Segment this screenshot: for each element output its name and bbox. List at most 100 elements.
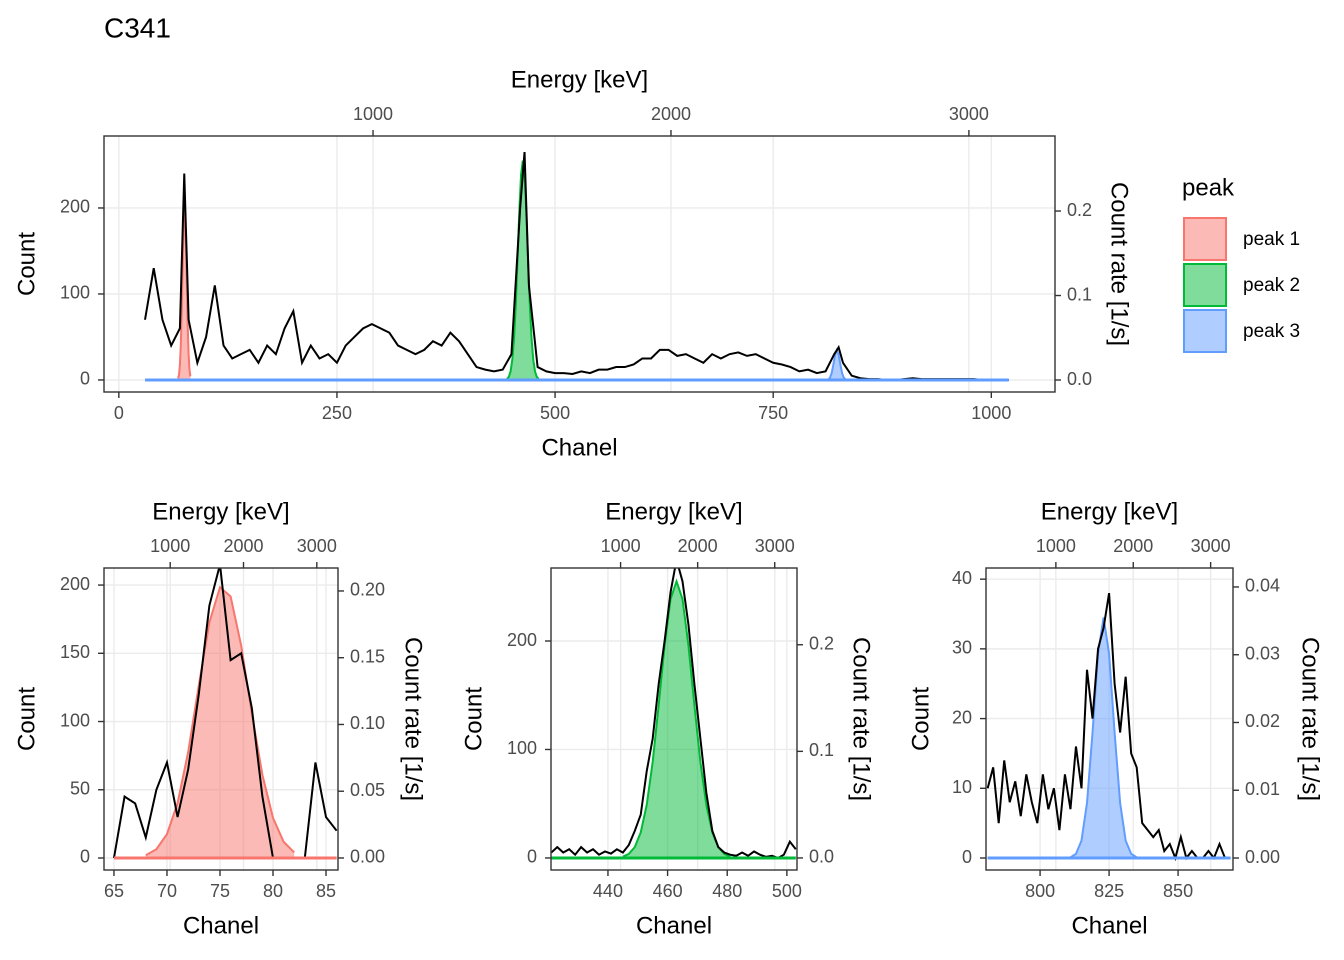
y-tick-label: 0 <box>527 847 537 867</box>
x-tick-label: 480 <box>712 881 742 901</box>
peak-line <box>506 160 540 380</box>
x-tick-label: 65 <box>104 881 124 901</box>
y2-tick-label: 0.03 <box>1245 643 1280 663</box>
y2-tick-label: 0.20 <box>350 580 385 600</box>
y-tick-label: 50 <box>70 779 90 799</box>
panel-border <box>550 567 798 871</box>
x-axis-label: Chanel <box>1071 912 1147 939</box>
x-tick-label: 70 <box>157 881 177 901</box>
x-axis-label: Chanel <box>183 912 259 939</box>
legend-label: peak 2 <box>1243 275 1300 296</box>
spectrum-line <box>986 592 1231 862</box>
plot-area <box>112 568 338 860</box>
x-tick-label: 850 <box>1163 881 1193 901</box>
x-tick-label: 0 <box>114 403 124 423</box>
x-axis-label: Chanel <box>541 434 617 461</box>
legend-key <box>1183 217 1227 261</box>
y2-tick-label: 0.1 <box>809 740 834 760</box>
x-tick-label: 500 <box>772 881 802 901</box>
y2-tick-label: 0.10 <box>350 713 385 733</box>
y2-tick-label: 0.0 <box>1067 369 1092 389</box>
y-tick-label: 0 <box>80 369 90 389</box>
y-axis-label: Count <box>13 687 40 751</box>
y-tick-label: 200 <box>60 197 90 217</box>
x-axis-label: Chanel <box>636 912 712 939</box>
figure-title: C341 <box>104 12 171 43</box>
x-tick-label: 85 <box>316 881 336 901</box>
peak-line <box>177 209 192 379</box>
x2-axis-label: Energy [keV] <box>1041 498 1178 525</box>
plot-area <box>551 568 797 860</box>
spectrum-line <box>144 152 1009 381</box>
y-tick-label: 100 <box>507 738 537 758</box>
x-tick-label: 800 <box>1025 881 1055 901</box>
x2-tick-label: 1000 <box>150 536 190 556</box>
x-tick-label: 440 <box>593 881 623 901</box>
legend-title: peak <box>1182 174 1235 201</box>
y-axis-label: Count <box>13 232 40 296</box>
peak-line <box>1069 617 1138 859</box>
x-tick-label: 460 <box>653 881 683 901</box>
x2-tick-label: 3000 <box>297 536 337 556</box>
y-tick-label: 30 <box>952 638 972 658</box>
legend-label: peak 3 <box>1243 321 1300 342</box>
y2-tick-label: 0.00 <box>1245 847 1280 867</box>
legend-key <box>1183 309 1227 353</box>
y2-axis-label: Count rate [1/s] <box>1297 637 1324 801</box>
x2-axis-label: Energy [keV] <box>605 498 742 525</box>
x2-tick-label: 1000 <box>353 104 393 124</box>
y-tick-label: 0 <box>962 847 972 867</box>
y2-tick-label: 0.01 <box>1245 779 1280 799</box>
x2-tick-label: 1000 <box>1036 536 1076 556</box>
y2-axis-label: Count rate [1/s] <box>1106 182 1133 346</box>
y-tick-label: 100 <box>60 710 90 730</box>
y-tick-label: 40 <box>952 568 972 588</box>
y2-tick-label: 0.15 <box>350 646 385 666</box>
peak-area <box>826 350 848 380</box>
y2-tick-label: 0.1 <box>1067 284 1092 304</box>
y-tick-label: 100 <box>60 283 90 303</box>
x2-tick-label: 3000 <box>1191 536 1231 556</box>
y2-tick-label: 0.04 <box>1245 576 1280 596</box>
y-tick-label: 10 <box>952 777 972 797</box>
peak-area <box>1070 617 1137 859</box>
y-tick-label: 200 <box>507 630 537 650</box>
panel-border <box>103 567 339 871</box>
spectrum-line <box>551 568 797 860</box>
x2-tick-label: 2000 <box>223 536 263 556</box>
x2-tick-label: 2000 <box>1113 536 1153 556</box>
x-tick-label: 750 <box>758 403 788 423</box>
panel-border <box>103 135 1056 393</box>
x2-tick-label: 3000 <box>755 536 795 556</box>
y2-tick-label: 0.2 <box>809 634 834 654</box>
x2-axis-label: Energy [keV] <box>152 498 289 525</box>
x2-tick-label: 1000 <box>601 536 641 556</box>
plot-area <box>144 152 1009 382</box>
y-axis-label: Count <box>460 687 487 751</box>
y2-tick-label: 0.05 <box>350 780 385 800</box>
y-tick-label: 200 <box>60 574 90 594</box>
y2-axis-label: Count rate [1/s] <box>400 637 427 801</box>
x2-axis-label: Energy [keV] <box>511 66 648 93</box>
y-tick-label: 20 <box>952 707 972 727</box>
y-tick-label: 150 <box>60 642 90 662</box>
x-tick-label: 75 <box>210 881 230 901</box>
x-tick-label: 500 <box>540 403 570 423</box>
y-tick-label: 0 <box>80 847 90 867</box>
y2-axis-label: Count rate [1/s] <box>848 637 875 801</box>
x-tick-label: 80 <box>263 881 283 901</box>
y-axis-label: Count <box>907 687 934 751</box>
x-tick-label: 1000 <box>971 403 1011 423</box>
legend-key <box>1183 263 1227 307</box>
x2-tick-label: 3000 <box>949 104 989 124</box>
y2-tick-label: 0.02 <box>1245 711 1280 731</box>
x2-tick-label: 2000 <box>651 104 691 124</box>
plot-area <box>986 592 1231 862</box>
y2-tick-label: 0.0 <box>809 847 834 867</box>
y2-tick-label: 0.00 <box>350 847 385 867</box>
x-tick-label: 250 <box>322 403 352 423</box>
x-tick-label: 825 <box>1094 881 1124 901</box>
peak-line <box>145 585 295 857</box>
